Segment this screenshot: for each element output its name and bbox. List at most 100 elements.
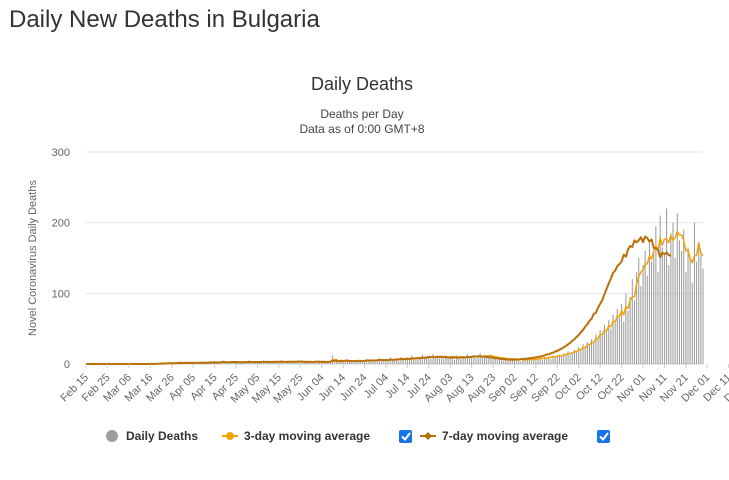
daily-bar <box>408 359 411 364</box>
daily-bar <box>636 272 638 364</box>
daily-bar <box>295 361 297 364</box>
daily-bar <box>374 361 376 364</box>
daily-bar <box>483 354 486 364</box>
daily-bar <box>426 358 428 364</box>
daily-bar <box>370 359 372 364</box>
daily-bar <box>393 359 396 364</box>
legend-7day-label: 7-day moving average <box>442 429 568 443</box>
chart-subtitle-line-2: Data as of 0:00 GMT+8 <box>299 122 424 136</box>
y-tick-label: 200 <box>52 218 70 230</box>
daily-bar <box>385 359 387 364</box>
daily-bar <box>616 308 618 364</box>
daily-bar <box>533 359 535 364</box>
legend-item-7day[interactable]: 7-day moving average <box>420 429 568 443</box>
daily-bar <box>447 356 449 364</box>
daily-bar <box>599 330 601 364</box>
daily-bar <box>387 361 389 364</box>
daily-bar <box>554 357 556 364</box>
y-tick-label: 100 <box>52 288 70 300</box>
daily-bar <box>567 351 569 364</box>
daily-bar <box>226 363 228 364</box>
daily-bar <box>625 293 627 364</box>
checkbox-7day[interactable] <box>597 430 610 443</box>
daily-bar <box>436 356 438 364</box>
daily-bar <box>391 360 393 364</box>
daily-bar <box>261 362 263 364</box>
daily-bar <box>535 358 537 364</box>
daily-bar <box>346 359 348 364</box>
daily-bar <box>601 335 603 364</box>
daily-bar <box>404 360 406 364</box>
daily-bar <box>552 355 554 364</box>
daily-bar <box>453 359 456 364</box>
daily-bar <box>661 247 663 364</box>
daily-bar <box>698 243 700 364</box>
daily-bar <box>516 359 518 364</box>
daily-bar <box>627 311 629 364</box>
daily-bar <box>301 361 303 364</box>
daily-bar <box>443 359 445 364</box>
daily-bar <box>299 362 301 364</box>
daily-bar <box>537 359 539 364</box>
daily-bar <box>539 356 541 364</box>
daily-bar <box>430 359 432 364</box>
daily-bar <box>363 361 366 364</box>
daily-bar <box>520 361 522 364</box>
daily-bar <box>398 361 400 364</box>
daily-bar <box>329 361 331 364</box>
daily-bar <box>631 279 633 364</box>
daily-bar <box>518 359 520 364</box>
daily-bar <box>672 222 674 364</box>
daily-bar <box>546 358 548 364</box>
legend-daily-marker <box>106 430 118 442</box>
daily-bar <box>492 359 494 364</box>
daily-bar <box>561 356 563 364</box>
checkbox-7day-box[interactable] <box>597 430 610 443</box>
daily-bar <box>543 357 545 364</box>
daily-bar <box>271 362 273 364</box>
daily-bar <box>501 358 503 364</box>
daily-bar <box>233 362 235 364</box>
checkmark-icon <box>599 432 609 442</box>
checkbox-3day-box[interactable] <box>399 430 412 443</box>
daily-bar <box>507 359 509 364</box>
daily-bar <box>471 357 473 364</box>
daily-bar <box>473 355 475 364</box>
daily-bar <box>565 355 567 364</box>
daily-bar <box>496 356 498 364</box>
daily-bar <box>700 254 702 364</box>
daily-bar <box>640 286 642 364</box>
daily-bar <box>451 356 453 364</box>
daily-bar <box>633 300 635 364</box>
daily-bar <box>460 359 462 364</box>
daily-bar <box>466 354 468 364</box>
daily-bar <box>273 361 276 364</box>
daily-bar <box>458 357 460 364</box>
daily-bar <box>670 233 672 364</box>
checkbox-3day[interactable] <box>399 430 412 443</box>
daily-bar <box>278 362 280 364</box>
legend-3day-marker <box>226 432 234 440</box>
legend-item-3day[interactable]: 3-day moving average <box>222 429 370 443</box>
y-axis-title: Novel Coronavirus Daily Deaths <box>27 180 39 336</box>
daily-bar <box>513 360 516 364</box>
chart-subtitle-line-1: Deaths per Day <box>320 107 403 121</box>
daily-bar <box>629 296 631 364</box>
daily-bar <box>327 362 329 364</box>
daily-bar <box>359 361 361 364</box>
daily-bar <box>308 361 310 364</box>
daily-bar <box>623 321 625 364</box>
daily-bar <box>419 359 421 364</box>
daily-bar <box>321 363 323 364</box>
daily-bar <box>612 314 614 364</box>
daily-bar <box>428 356 430 364</box>
daily-bar <box>445 357 447 364</box>
daily-bar <box>303 363 306 364</box>
daily-bar <box>333 361 336 364</box>
daily-bar <box>663 254 665 364</box>
daily-bar <box>691 282 693 364</box>
daily-bar <box>288 361 291 364</box>
daily-bar <box>368 361 370 364</box>
legend-item-daily-deaths[interactable]: Daily Deaths <box>106 429 198 443</box>
daily-bar <box>503 360 505 364</box>
